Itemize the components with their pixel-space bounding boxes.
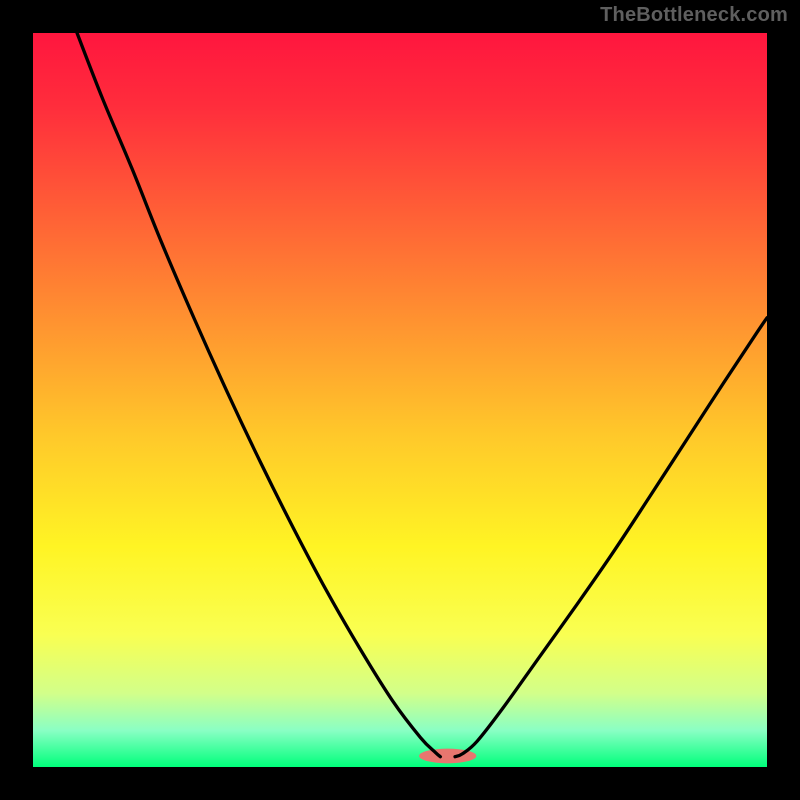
attribution-text: TheBottleneck.com xyxy=(600,4,788,27)
plot-background xyxy=(33,33,767,767)
bottleneck-chart xyxy=(0,0,800,800)
chart-container: TheBottleneck.com xyxy=(0,0,800,800)
